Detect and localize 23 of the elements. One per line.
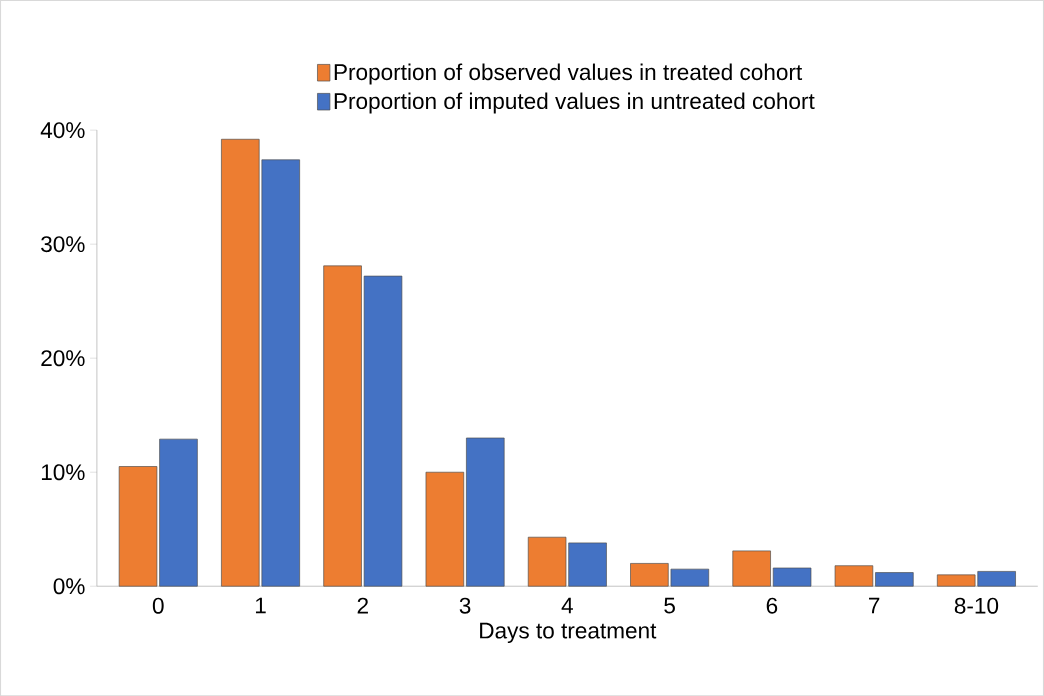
x-tick-label: 1 <box>255 597 266 614</box>
y-tick-label: 0% <box>53 578 85 595</box>
x-tick-label: 5 <box>664 597 675 614</box>
bar <box>425 471 465 587</box>
x-tick-label: 0 <box>152 597 164 614</box>
legend-label: Proportion of imputed values in untreated cohort <box>334 92 815 114</box>
x-tick-label: 4 <box>561 597 573 614</box>
bar <box>466 437 505 587</box>
x-tick-label: 3 <box>459 597 471 614</box>
x-axis-title: Days to treatment <box>480 622 657 643</box>
bar <box>875 572 914 587</box>
y-tick-label: 10% <box>41 464 85 481</box>
bar <box>772 567 812 587</box>
y-tick-label: 20% <box>41 350 85 367</box>
y-tick-label: 40% <box>40 121 85 138</box>
x-tick-label: 2 <box>357 597 368 614</box>
y-tick-label: 30% <box>41 235 85 252</box>
legend-label: Proportion of observed values in treated cohort <box>334 63 803 85</box>
x-tick-label: 8-10 <box>954 597 999 614</box>
bar <box>732 550 771 587</box>
x-tick-label: 6 <box>766 597 778 614</box>
bar <box>834 565 874 587</box>
x-tick-label: 7 <box>869 597 880 614</box>
